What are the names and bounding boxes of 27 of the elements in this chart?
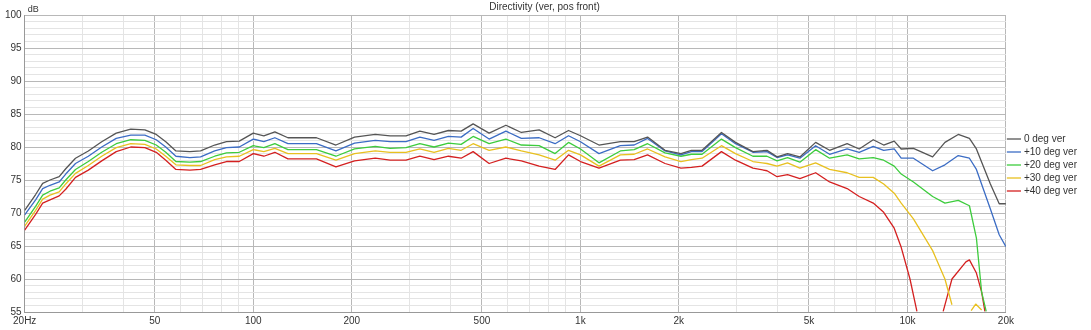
y-tick-label: 75 [10,173,23,185]
x-tick-label: 100 [244,314,263,326]
x-tick-label: 5k [803,314,816,326]
x-tick-label: 50 [149,314,161,326]
x-tick-label: 10k [899,314,917,326]
x-tick-label: 2k [673,314,686,326]
x-tick-label: 200 [343,314,361,326]
x-tick-label: 20k [997,314,1015,326]
legend-label: +20 deg ver [1023,158,1078,170]
y-tick-label: 90 [10,74,23,86]
legend-label: 0 deg ver [1023,132,1067,144]
y-tick-label: 55 [10,305,23,317]
y-tick-label: 65 [10,239,23,251]
y-tick-label: 70 [10,206,23,218]
y-axis-title: dB [27,3,39,14]
chart-title: Directivity (ver, pos front) [489,0,600,12]
y-tick-label: 100 [5,8,23,20]
x-tick-label: 500 [473,314,491,326]
y-tick-label: 60 [10,272,23,284]
y-tick-label: 95 [10,41,23,53]
legend-label: +30 deg ver [1023,171,1078,183]
legend-label: +40 deg ver [1023,184,1078,196]
legend-label: +10 deg ver [1023,145,1078,157]
y-tick-label: 85 [10,107,23,119]
y-tick-label: 80 [10,140,23,152]
x-tick-label: 1k [575,314,587,326]
x-tick-label: 20Hz [13,314,37,326]
